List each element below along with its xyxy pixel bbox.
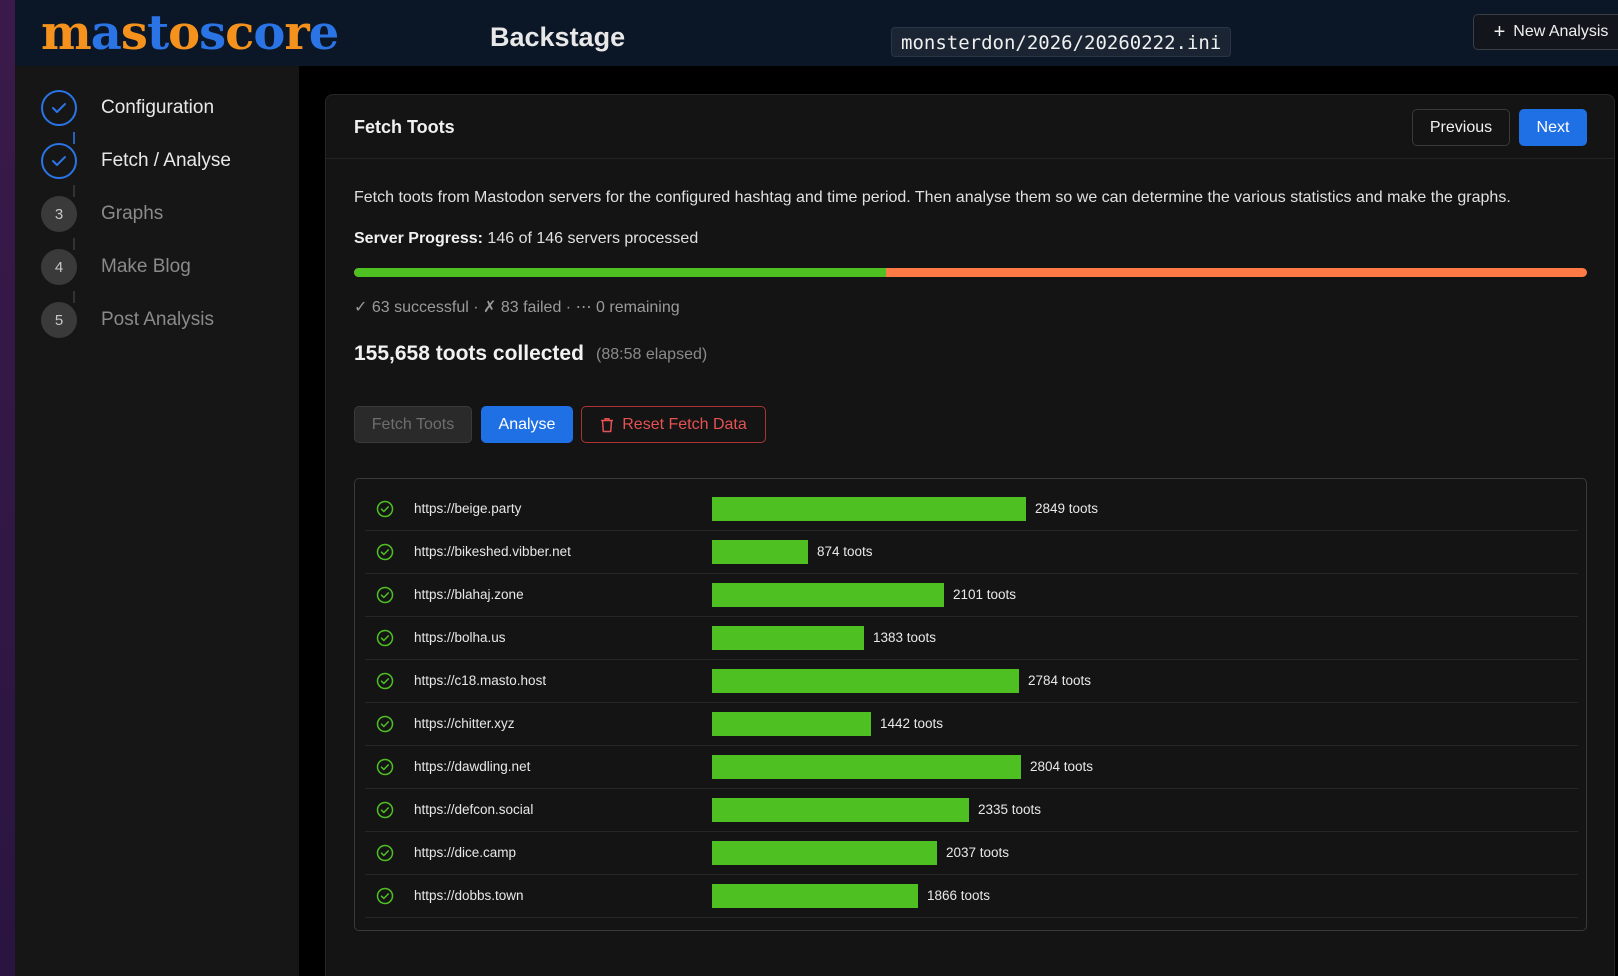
server-row: https://beige.party 2849 toots xyxy=(365,487,1578,531)
new-analysis-label: New Analysis xyxy=(1513,23,1609,40)
step-number: 5 xyxy=(41,302,77,338)
app-logo: mastoscore xyxy=(41,5,339,61)
panel-title: Fetch Toots xyxy=(354,117,455,137)
server-progress-label: Server Progress: xyxy=(354,230,483,247)
toot-count-label: 2101 toots xyxy=(953,587,1017,602)
toot-count-label: 2335 toots xyxy=(978,802,1042,817)
step-number: 3 xyxy=(41,196,77,232)
server-row: https://c18.masto.host 2784 toots xyxy=(365,659,1578,703)
sidebar-step-label: Fetch / Analyse xyxy=(101,150,231,171)
sidebar-step-label: Configuration xyxy=(101,97,215,118)
server-row: https://chitter.xyz 1442 toots xyxy=(365,702,1578,746)
toot-count-bar xyxy=(712,755,1021,779)
sidebar-step-label: Post Analysis xyxy=(101,309,214,330)
server-row: https://dice.camp 2037 toots xyxy=(365,831,1578,875)
sidebar-step-label: Make Blog xyxy=(101,256,191,277)
toot-count-label: 2849 toots xyxy=(1035,501,1099,516)
toots-collected: 155,658 toots collected xyxy=(354,342,584,365)
check-circle-icon xyxy=(376,629,394,647)
panel-header: Fetch Toots Previous Next xyxy=(326,95,1614,159)
server-url: https://dawdling.net xyxy=(414,759,531,774)
check-circle-icon xyxy=(376,758,394,776)
step-number: 4 xyxy=(41,249,77,285)
next-button[interactable]: Next xyxy=(1519,109,1587,146)
new-analysis-button[interactable]: + New Analysis xyxy=(1473,14,1618,50)
check-circle-icon xyxy=(376,715,394,733)
previous-button[interactable]: Previous xyxy=(1412,109,1510,146)
toot-count-bar xyxy=(712,583,944,607)
toot-count-bar xyxy=(712,884,918,908)
step-connector xyxy=(73,185,75,197)
check-circle-icon xyxy=(376,500,394,518)
check-circle-icon xyxy=(376,887,394,905)
check-circle-icon xyxy=(376,801,394,819)
toot-count-bar xyxy=(712,841,937,865)
progress-stats: ✓ 63 successful · ✗ 83 failed · ⋯ 0 rema… xyxy=(354,299,680,316)
reset-fetch-data-label: Reset Fetch Data xyxy=(622,415,747,433)
server-url: https://dobbs.town xyxy=(414,888,524,903)
check-circle-icon xyxy=(376,586,394,604)
server-url: https://blahaj.zone xyxy=(414,587,524,602)
toot-count-label: 1442 toots xyxy=(880,716,944,731)
toot-count-label: 874 toots xyxy=(817,544,873,559)
server-results-list[interactable]: https://beige.party 2849 toots https://bik… xyxy=(354,478,1587,931)
server-url: https://bikeshed.vibber.net xyxy=(414,544,571,559)
toot-count-label: 2804 toots xyxy=(1030,759,1094,774)
check-circle-icon xyxy=(376,672,394,690)
check-circle-icon xyxy=(376,844,394,862)
trash-icon xyxy=(601,417,614,432)
config-file-path: monsterdon/2026/20260222.ini xyxy=(891,27,1232,57)
top-bar: mastoscore Backstage monsterdon/2026/202… xyxy=(15,0,1618,66)
server-progress-bar xyxy=(354,268,1587,277)
toot-count-label: 2037 toots xyxy=(946,845,1010,860)
app-title: Backstage xyxy=(490,22,626,52)
server-url: https://beige.party xyxy=(414,501,522,516)
toot-count-label: 1383 toots xyxy=(873,630,937,645)
wizard-sidebar: Configuration Fetch / Analyse 3 Graphs 4 Make… xyxy=(15,66,299,976)
toot-count-bar xyxy=(712,712,871,736)
server-url: https://dice.camp xyxy=(414,845,517,860)
sidebar-step-make-blog[interactable]: 4 Make Blog xyxy=(41,249,191,285)
server-url: https://c18.masto.host xyxy=(414,673,547,688)
check-icon xyxy=(41,143,77,179)
analyse-button[interactable]: Analyse xyxy=(481,406,573,443)
toot-count-bar xyxy=(712,540,808,564)
fetch-panel: Fetch Toots Previous Next Fetch toots fr… xyxy=(325,94,1615,976)
reset-fetch-data-button[interactable]: Reset Fetch Data xyxy=(581,406,766,443)
toot-count-bar xyxy=(712,497,1026,521)
check-icon xyxy=(41,90,77,126)
server-row: https://defcon.social 2335 toots xyxy=(365,788,1578,832)
sidebar-step-label: Graphs xyxy=(101,203,164,224)
server-row: https://blahaj.zone 2101 toots xyxy=(365,573,1578,617)
server-progress-value: 146 of 146 servers processed xyxy=(487,230,699,247)
panel-description: Fetch toots from Mastodon servers for th… xyxy=(354,189,1511,206)
server-row: https://bolha.us 1383 toots xyxy=(365,616,1578,660)
toot-count-bar xyxy=(712,626,864,650)
toot-count-label: 1866 toots xyxy=(927,888,991,903)
step-connector xyxy=(73,132,75,144)
server-url: https://bolha.us xyxy=(414,630,506,645)
elapsed-time: (88:58 elapsed) xyxy=(596,346,708,363)
toot-count-bar xyxy=(712,798,969,822)
toot-count-bar xyxy=(712,669,1019,693)
fetch-toots-button[interactable]: Fetch Toots xyxy=(354,406,472,443)
progress-bar-success-fill xyxy=(354,268,887,277)
sidebar-step-post-analysis[interactable]: 5 Post Analysis xyxy=(41,302,214,338)
sidebar-step-fetch-analyse[interactable]: Fetch / Analyse xyxy=(41,143,231,179)
server-url: https://chitter.xyz xyxy=(414,716,515,731)
toot-count-label: 2784 toots xyxy=(1028,673,1092,688)
step-connector xyxy=(73,238,75,250)
server-row: https://dawdling.net 2804 toots xyxy=(365,745,1578,789)
plus-icon: + xyxy=(1493,21,1506,43)
server-url: https://defcon.social xyxy=(414,802,534,817)
step-connector xyxy=(73,291,75,303)
check-circle-icon xyxy=(376,543,394,561)
sidebar-step-configuration[interactable]: Configuration xyxy=(41,90,214,126)
window-edge xyxy=(0,0,15,976)
server-row: https://dobbs.town 1866 toots xyxy=(365,874,1578,918)
server-row: https://bikeshed.vibber.net 874 toots xyxy=(365,530,1578,574)
server-progress: Server Progress: 146 of 146 servers proc… xyxy=(354,230,698,248)
sidebar-step-graphs[interactable]: 3 Graphs xyxy=(41,196,163,232)
